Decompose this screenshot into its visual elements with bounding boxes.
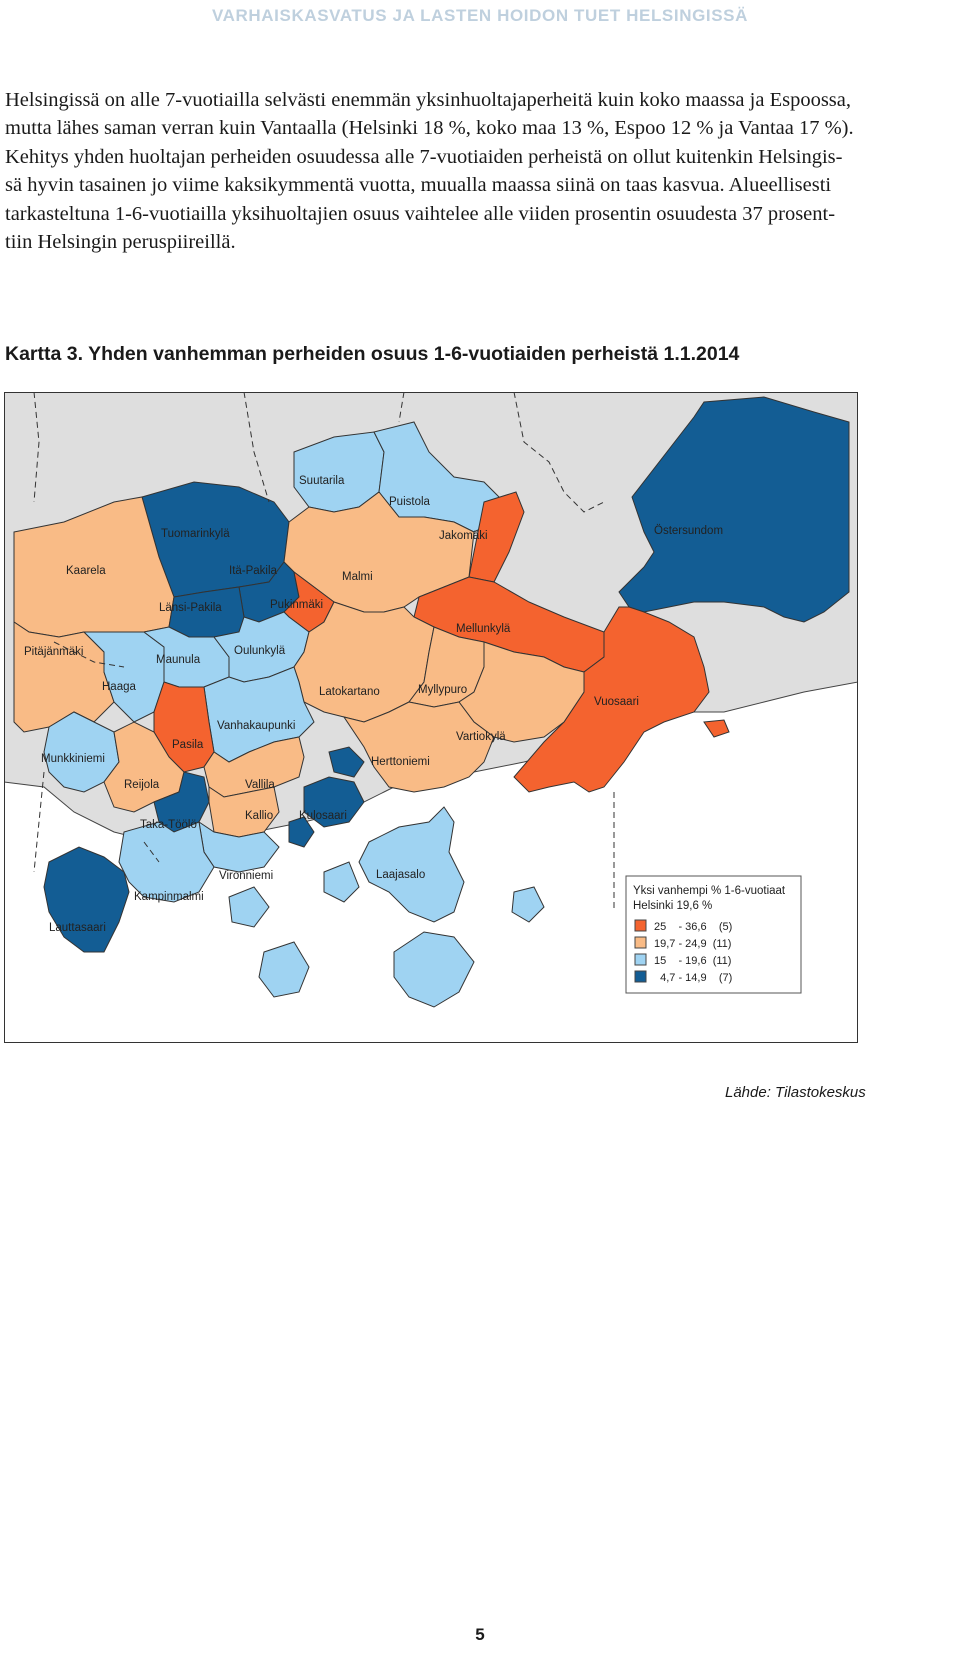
legend-swatch	[634, 953, 647, 966]
district-labels: Suutarila Puistola Tuomarinkylä Jakomäki…	[24, 475, 723, 934]
label-suutarila: Suutarila	[299, 475, 345, 487]
source-note: Lähde: Tilastokeskus	[725, 1084, 866, 1101]
label-vallila: Vallila	[245, 779, 275, 791]
label-vuosaari: Vuosaari	[594, 696, 639, 708]
island-south-5	[323, 861, 360, 903]
legend-label: 15 - 19,6 (11)	[654, 955, 731, 967]
map-border	[4, 392, 858, 1043]
island-dark-1	[328, 746, 365, 778]
label-tuomarinkyla: Tuomarinkylä	[161, 528, 230, 540]
island-south-4	[511, 886, 545, 923]
legend-swatch	[634, 919, 647, 932]
district-ostersundom	[618, 396, 850, 623]
label-malmi: Malmi	[342, 571, 373, 583]
legend-swatch	[634, 970, 647, 983]
district-jakomaki	[468, 491, 525, 583]
legend-label: 19,7 - 24,9 (11)	[654, 938, 731, 950]
helsinki-district-map: Suutarila Puistola Tuomarinkylä Jakomäki…	[4, 392, 858, 1043]
label-taka-toolo: Taka-Töölö	[140, 819, 197, 831]
label-oulunkyla: Oulunkylä	[234, 645, 286, 657]
island-south-2	[258, 941, 310, 998]
label-laajasalo: Laajasalo	[376, 869, 425, 881]
label-jakomaki: Jakomäki	[439, 530, 488, 542]
island-orange	[703, 719, 730, 738]
body-paragraph: Helsingissä on alle 7-vuotiailla selväst…	[5, 89, 854, 254]
label-vironniemi: Vironniemi	[219, 870, 273, 882]
page-number: 5	[475, 1625, 485, 1644]
label-latokartano: Latokartano	[319, 686, 380, 698]
district-vartiokyla	[458, 641, 585, 743]
map-title: Kartta 3. Yhden vanhemman perheiden osuu…	[5, 343, 740, 365]
label-haaga: Haaga	[102, 681, 136, 693]
label-vanhakaupunki: Vanhakaupunki	[217, 720, 295, 732]
district-herttoniemi	[342, 701, 495, 793]
label-myllypuro: Myllypuro	[418, 684, 467, 696]
label-puistola: Puistola	[389, 496, 431, 508]
island-south-1	[393, 931, 475, 1008]
district-lauttasaari	[43, 846, 130, 953]
label-reijola: Reijola	[124, 779, 160, 791]
label-kulosaari: Kulosaari	[299, 810, 347, 822]
label-kallio: Kallio	[245, 810, 273, 822]
label-kaarela: Kaarela	[66, 565, 106, 577]
legend-subtitle: Helsinki 19,6 %	[633, 900, 712, 912]
label-mellunkyla: Mellunkylä	[456, 623, 511, 635]
label-herttoniemi: Herttoniemi	[371, 756, 430, 768]
label-ita-pakila: Itä-Pakila	[229, 565, 278, 577]
legend-swatch	[634, 936, 647, 949]
district-kampinmalmi	[118, 821, 215, 903]
label-lauttasaari: Lauttasaari	[49, 922, 106, 934]
label-vartiokyla: Vartiokylä	[456, 731, 506, 743]
label-ostersundom: Östersundom	[654, 525, 723, 537]
map-legend: Yksi vanhempi % 1-6-vuotiaat Helsinki 19…	[625, 875, 802, 994]
district-kulosaari	[303, 776, 365, 828]
boundary-lines	[33, 392, 615, 912]
legend-label: 4,7 - 14,9 (7)	[654, 972, 732, 984]
legend-box	[625, 875, 802, 994]
label-pitajanmaki: Pitäjänmäki	[24, 646, 83, 658]
island-south-3	[228, 886, 270, 928]
legend-items: 25 - 36,6 (5) 19,7 - 24,9 (11) 15 - 19,6 (…	[634, 919, 732, 984]
label-maunula: Maunula	[156, 654, 201, 666]
label-pasila: Pasila	[172, 739, 204, 751]
island-dark-2	[288, 816, 315, 848]
label-munkkiniemi: Munkkiniemi	[41, 753, 105, 765]
legend-title: Yksi vanhempi % 1-6-vuotiaat	[633, 885, 786, 897]
label-kampinmalmi: Kampinmalmi	[134, 891, 204, 903]
label-lansi-pakila: Länsi-Pakila	[159, 602, 222, 614]
label-pukinmaki: Pukinmäki	[270, 599, 323, 611]
district-laajasalo	[358, 806, 465, 923]
running-header: VARHAISKASVATUS JA LASTEN HOIDON TUET HE…	[212, 6, 748, 25]
district-polygons	[13, 396, 850, 1008]
legend-label: 25 - 36,6 (5)	[654, 921, 732, 933]
